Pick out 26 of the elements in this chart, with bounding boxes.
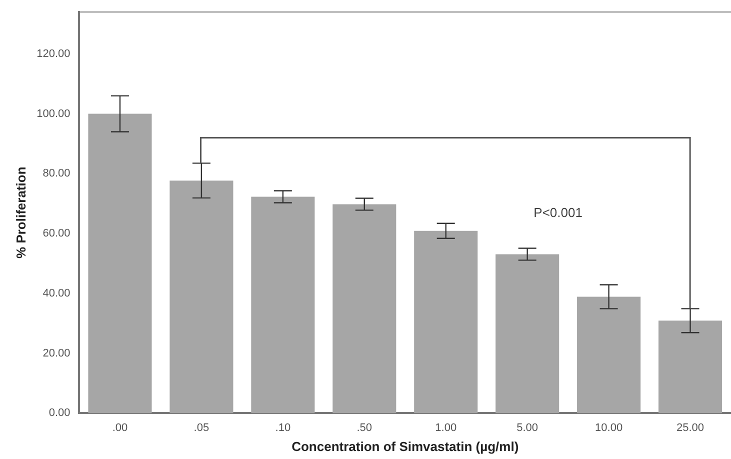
bar [496,254,560,414]
x-tick-label: 1.00 [435,422,457,434]
x-tick-label: .00 [112,422,128,434]
bar [414,230,478,414]
bar [577,296,641,414]
y-tick-label: 60.00 [42,228,70,240]
y-tick-label: 0.00 [48,407,70,420]
x-tick-label: 10.00 [595,422,623,434]
bar [251,196,315,414]
y-tick-label: 100.00 [36,108,70,120]
y-tick-label: 40.00 [42,287,70,300]
bar [88,114,152,414]
y-axis-title: % Proliferation [13,166,28,258]
x-axis-title: Concentration of Simvastatin (µg/ml) [292,438,519,454]
bar [332,204,396,414]
x-tick-label: 5.00 [516,422,538,434]
x-tick-label: .50 [356,422,372,434]
x-tick-label: 25.00 [676,422,704,434]
y-tick-label: 20.00 [42,347,70,360]
annotation: P<0.001 [534,205,582,220]
bar [170,180,234,414]
bar [658,320,722,414]
x-tick-label: .05 [194,422,210,434]
y-tick-label: 80.00 [42,168,70,180]
y-tick-label: 120.00 [36,48,70,60]
x-tick-label: .10 [275,422,291,434]
